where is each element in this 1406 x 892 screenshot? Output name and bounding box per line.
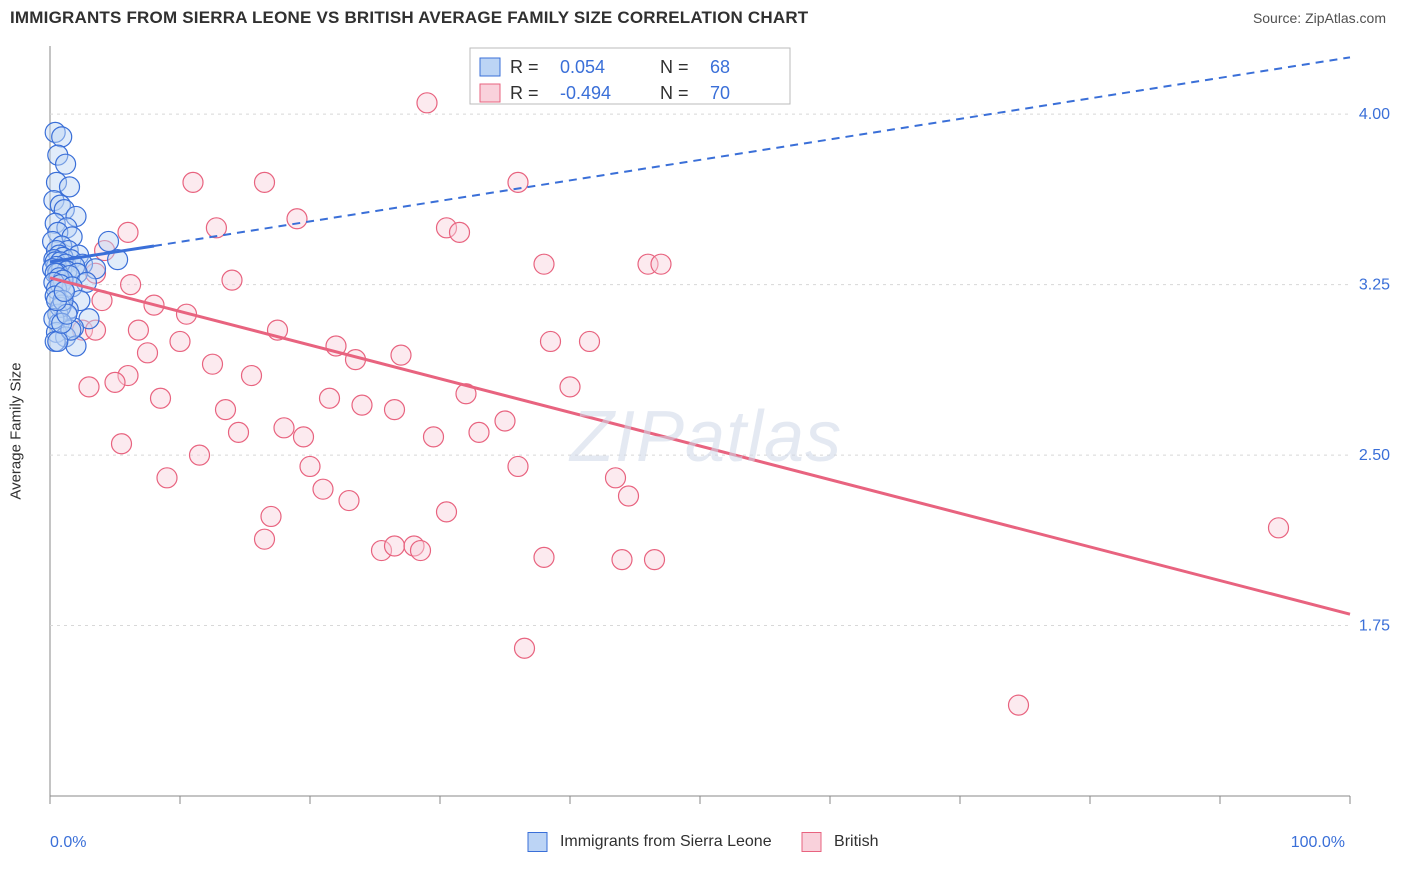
svg-text:3.25: 3.25 bbox=[1359, 277, 1390, 294]
chart-area: Average Family Size 1.75 2.50 3.25 4.00 R = 0… bbox=[10, 36, 1396, 826]
legend-label-blue: Immigrants from Sierra Leone bbox=[560, 833, 772, 850]
svg-text:1.75: 1.75 bbox=[1359, 618, 1390, 635]
chart-title: IMMIGRANTS FROM SIERRA LEONE VS BRITISH … bbox=[10, 8, 808, 28]
legend-item-pink: British bbox=[802, 832, 879, 852]
x-axis-min-label: 0.0% bbox=[50, 834, 86, 852]
legend-swatch-pink bbox=[802, 832, 822, 852]
legend-bottom: Immigrants from Sierra Leone British bbox=[528, 832, 879, 852]
source-label: Source: ZipAtlas.com bbox=[1253, 10, 1386, 26]
legend-item-blue: Immigrants from Sierra Leone bbox=[528, 832, 772, 852]
svg-text:68: 68 bbox=[710, 57, 730, 77]
svg-text:70: 70 bbox=[710, 83, 730, 103]
legend-label-pink: British bbox=[834, 833, 878, 850]
svg-text:-0.494: -0.494 bbox=[560, 83, 611, 103]
x-axis-max-label: 100.0% bbox=[1291, 834, 1345, 852]
scatter-chart: 1.75 2.50 3.25 4.00 R = 0.054 N = 68 R = -0.494 N … bbox=[10, 36, 1396, 826]
x-axis-row: 0.0% Immigrants from Sierra Leone Britis… bbox=[10, 830, 1396, 860]
svg-text:2.50: 2.50 bbox=[1359, 447, 1390, 464]
legend-swatch-blue bbox=[528, 832, 548, 852]
y-axis-label: Average Family Size bbox=[8, 362, 25, 499]
svg-text:4.00: 4.00 bbox=[1359, 106, 1390, 123]
svg-text:R =: R = bbox=[510, 83, 539, 103]
header: IMMIGRANTS FROM SIERRA LEONE VS BRITISH … bbox=[0, 0, 1406, 36]
svg-text:0.054: 0.054 bbox=[560, 57, 605, 77]
svg-text:N =: N = bbox=[660, 57, 689, 77]
svg-text:R =: R = bbox=[510, 57, 539, 77]
svg-text:N =: N = bbox=[660, 83, 689, 103]
